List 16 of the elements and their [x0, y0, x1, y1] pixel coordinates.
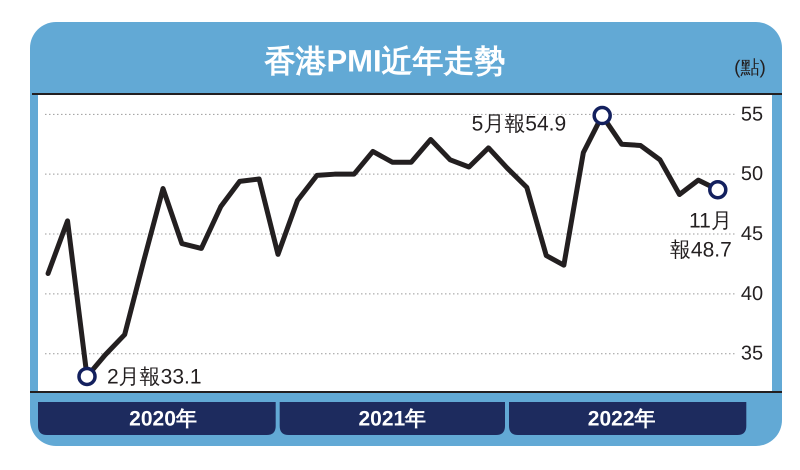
- x-tick-label: 2021年: [358, 408, 426, 430]
- annotation: 2月報33.1: [107, 364, 202, 388]
- y-tick-label: 40: [740, 282, 764, 305]
- x-tick-label: 2020年: [129, 408, 197, 430]
- x-tick-label: 2022年: [588, 408, 656, 430]
- point: [592, 106, 612, 126]
- y-tick-label: 50: [740, 163, 764, 186]
- point: [77, 366, 97, 386]
- annotation: 5月報54.9: [472, 112, 566, 136]
- chart-title: 香港PMI近年走勢: [263, 44, 506, 78]
- y-tick-label: 35: [740, 342, 764, 365]
- y-tick-label: 45: [740, 223, 764, 246]
- point: [708, 180, 728, 200]
- y-axis-title: (點): [734, 58, 766, 78]
- annotation: 11月報48.7: [670, 209, 732, 262]
- y-tick-label: 55: [740, 103, 764, 126]
